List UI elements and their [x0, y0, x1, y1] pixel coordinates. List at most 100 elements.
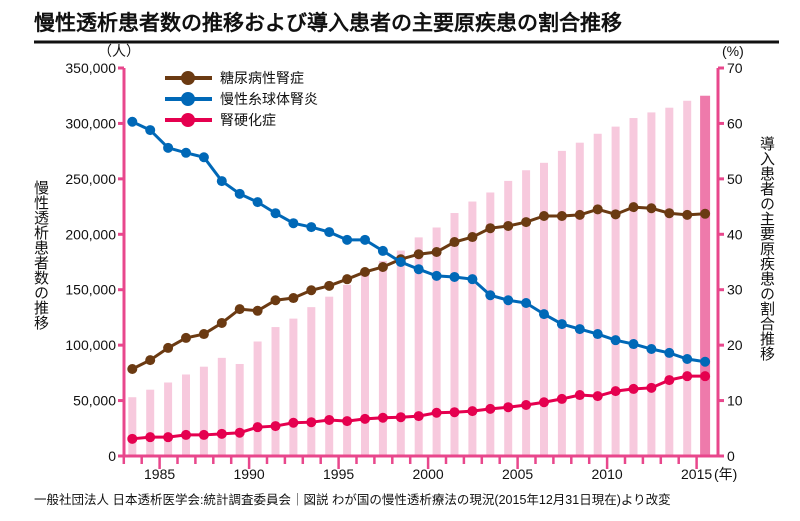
series-point-0-1994 [324, 280, 335, 291]
series-point-0-2009 [592, 204, 603, 215]
series-point-1-2011 [628, 339, 639, 350]
series-point-2-1988 [216, 428, 227, 439]
bar-1992 [289, 318, 298, 456]
bar-2009 [593, 133, 602, 457]
series-point-0-2011 [628, 202, 639, 213]
chart-title: 慢性透析患者数の推移および導入患者の主要原疾患の割合推移 [34, 11, 622, 35]
series-point-0-1995 [342, 274, 353, 285]
series-point-1-2001 [449, 271, 460, 282]
bar-1995 [343, 284, 352, 456]
series-point-1-1993 [306, 222, 317, 233]
series-point-1-1983 [127, 116, 138, 127]
bar-1996 [361, 270, 369, 456]
series-point-1-1996 [360, 234, 370, 245]
series-point-2-2014 [682, 371, 693, 382]
series-point-0-1989 [234, 304, 245, 315]
series-point-2-1987 [198, 429, 209, 440]
bar-1991 [271, 327, 280, 456]
series-point-1-2013 [664, 347, 675, 358]
series-point-0-2012 [646, 203, 657, 214]
legend-marker-0 [181, 71, 195, 85]
series-point-1-1991 [270, 208, 281, 219]
series-point-1-1984 [145, 125, 156, 136]
series-point-1-1985 [163, 142, 174, 153]
left-tick-label: 0 [108, 448, 116, 464]
series-point-0-1993 [306, 285, 317, 296]
series-point-2-1986 [181, 429, 191, 440]
bar-1993 [307, 307, 316, 456]
left-tick-label: 300,000 [65, 115, 116, 131]
series-point-1-2014 [682, 354, 693, 364]
x-tick-label: 2000 [413, 466, 444, 482]
bars [128, 95, 711, 457]
series-point-2-1998 [395, 412, 406, 423]
series-point-1-1997 [377, 245, 388, 256]
series-point-1-2006 [539, 309, 549, 320]
series-point-0-2015 [700, 208, 711, 219]
series-point-1-1986 [181, 147, 191, 158]
series-point-1-2005 [521, 298, 532, 309]
bar-1994 [325, 296, 334, 456]
source-note: 一般社団法人 日本透析医学会:統計調査委員会｜図説 わが国の慢性透析療法の現況(… [34, 492, 671, 507]
right-tick-label: 40 [727, 226, 743, 242]
series-point-0-2001 [449, 237, 460, 248]
left-tick-label: 250,000 [65, 171, 116, 187]
series-point-1-2009 [592, 329, 603, 340]
series-point-2-2012 [646, 382, 657, 393]
left-tick-label: 150,000 [65, 282, 116, 298]
legend-label-0: 糖尿病性腎症 [220, 70, 304, 86]
bar-2010 [611, 126, 620, 456]
series-point-0-2014 [682, 209, 693, 220]
series-point-0-2004 [503, 220, 514, 231]
bar-1986 [182, 374, 190, 456]
bar-1999 [414, 237, 423, 456]
series-point-2-2011 [628, 383, 639, 394]
series-point-2-2001 [449, 407, 460, 418]
series-point-1-2015 [700, 356, 711, 367]
bar-2004 [504, 180, 513, 456]
series-point-0-2007 [556, 210, 567, 221]
lines [127, 116, 711, 444]
left-tick-label: 200,000 [65, 226, 116, 242]
series-point-2-2002 [467, 406, 478, 417]
series-point-2-1994 [324, 414, 335, 425]
series-point-1-2008 [574, 324, 585, 335]
x-tick-label: 1990 [234, 466, 265, 482]
bar-1983 [128, 397, 137, 456]
right-tick-label: 50 [727, 171, 743, 187]
x-unit: (年) [714, 466, 737, 482]
bar-2007 [557, 150, 566, 457]
series-point-2-1995 [342, 416, 353, 427]
right-tick-label: 30 [727, 282, 743, 298]
right-tick-label: 60 [727, 115, 743, 131]
series-point-0-2005 [521, 217, 532, 228]
x-tick-label: 2010 [592, 466, 623, 482]
series-point-2-1984 [145, 432, 156, 443]
right-tick-label: 0 [727, 448, 735, 464]
series-point-1-1998 [395, 257, 406, 267]
bar-2012 [647, 112, 656, 457]
legend-label-1: 慢性糸球体腎炎 [220, 91, 318, 107]
series-point-0-1999 [413, 249, 424, 260]
series-point-0-2006 [539, 210, 549, 221]
series-point-0-2000 [431, 247, 442, 258]
series-point-2-2010 [610, 386, 621, 397]
bar-2015 [700, 95, 711, 457]
series-point-2-1989 [234, 427, 245, 438]
series-point-2-1991 [270, 421, 281, 432]
right-tick-label: 20 [727, 337, 743, 353]
series-point-2-1985 [163, 432, 174, 443]
series-point-0-1991 [270, 295, 281, 306]
series-point-1-1989 [234, 188, 245, 199]
bar-2014 [683, 100, 692, 457]
bar-1984 [146, 389, 155, 456]
series-point-0-1988 [216, 317, 227, 328]
series-point-2-2003 [485, 403, 496, 414]
series-point-1-2003 [485, 290, 496, 301]
series-point-0-2008 [574, 209, 585, 220]
series-point-1-1990 [252, 197, 263, 208]
series-point-2-1993 [306, 417, 317, 428]
axes: 0 50,000 100,000 150,000 200,000 250,000 300,0… [65, 60, 742, 482]
